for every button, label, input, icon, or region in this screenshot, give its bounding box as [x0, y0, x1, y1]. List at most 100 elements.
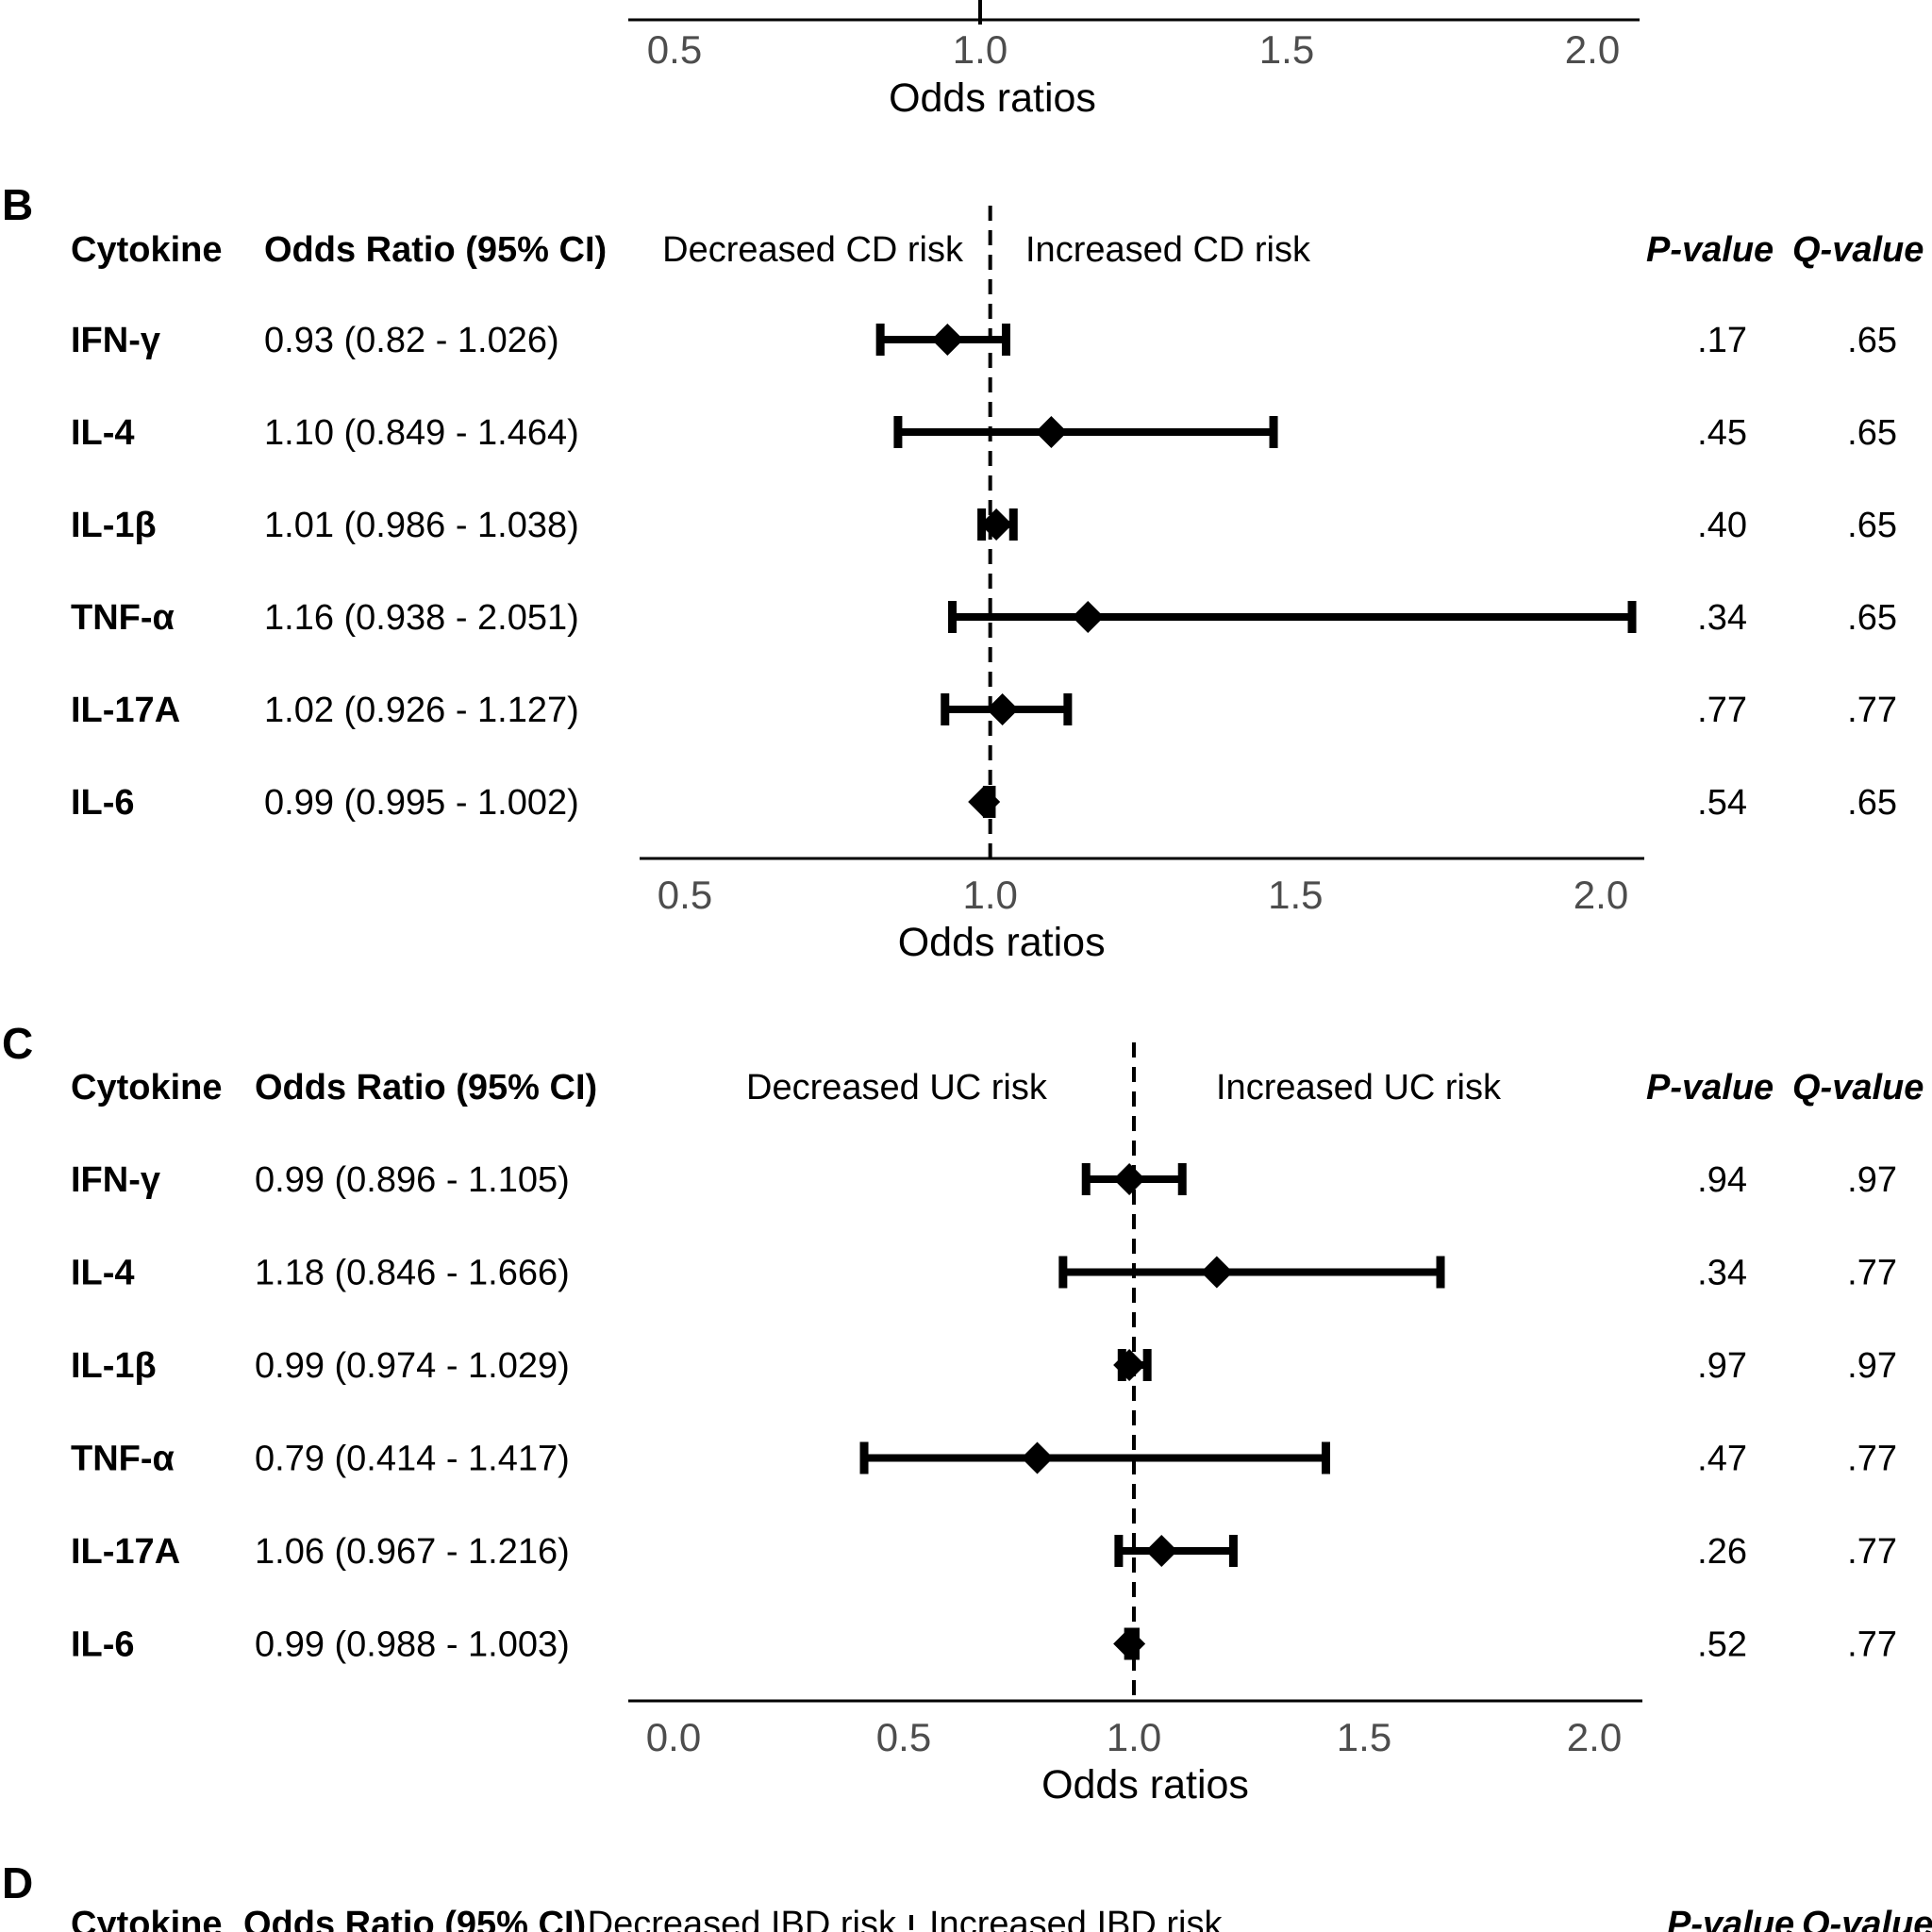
- panel-b-header-cytokine: Cytokine: [71, 230, 222, 270]
- panel-b-row-cytokine: TNF-α: [71, 598, 175, 638]
- panel-a-x-axis-label: Odds ratios: [889, 75, 1096, 121]
- panel-b-row-cytokine: IL-6: [71, 783, 135, 823]
- panel-d-letter: D: [2, 1858, 33, 1907]
- panel-b-row-cytokine: IL-4: [71, 413, 135, 453]
- panel-c-header-cytokine: Cytokine: [71, 1068, 222, 1108]
- panel-a-tick-label: 1.0: [953, 27, 1008, 72]
- panel-c-row-p-value: .26: [1697, 1532, 1747, 1572]
- panel-b-header-increased: Increased CD risk: [1025, 230, 1311, 270]
- panel-b-point-estimate: [986, 693, 1019, 725]
- panel-b-letter: B: [2, 180, 33, 229]
- panel-b-tick-label: 0.5: [658, 873, 712, 917]
- panel-b-header-odds-ratio: Odds Ratio (95% CI): [264, 230, 607, 270]
- panel-c-header-p-value: P-value: [1646, 1068, 1774, 1108]
- panel-b-marks: 0.5 1.0 1.5 2.0 Odds ratios: [640, 206, 1644, 965]
- panel-b-point-estimate: [1072, 601, 1105, 633]
- panel-c-row-cytokine: IFN-γ: [71, 1160, 160, 1200]
- panel-c-header-increased: Increased UC risk: [1216, 1068, 1502, 1108]
- panel-b-row-p-value: .77: [1697, 691, 1747, 730]
- panel-c-row-odds-ratio-text: 1.06 (0.967 - 1.216): [255, 1532, 570, 1572]
- panel-c-row-odds-ratio-text: 0.99 (0.974 - 1.029): [255, 1346, 570, 1386]
- panel-b-tick-label: 2.0: [1574, 873, 1628, 917]
- panel-b-tick-label: 1.0: [962, 873, 1017, 917]
- panel-b-row-p-value: .54: [1697, 783, 1747, 823]
- panel-b-row-q-value: .65: [1847, 321, 1897, 360]
- panel-b-tick-label: 1.5: [1268, 873, 1323, 917]
- panel-c-point-estimate: [1113, 1163, 1146, 1195]
- panel-b-row-cytokine: IFN-γ: [71, 321, 160, 360]
- panel-a-tick-label: 2.0: [1565, 27, 1620, 72]
- panel-d-header-p-value: P-value: [1667, 1905, 1794, 1932]
- panel-c-header-odds-ratio: Odds Ratio (95% CI): [255, 1068, 597, 1108]
- panel-c-row-p-value: .94: [1697, 1160, 1747, 1200]
- panel-c-tick-label: 1.0: [1107, 1715, 1161, 1759]
- panel-b-point-estimate: [980, 508, 1013, 541]
- panel-c-row-q-value: .77: [1847, 1532, 1897, 1572]
- panel-c-row-p-value: .52: [1697, 1625, 1747, 1665]
- panel-c-row-p-value: .97: [1697, 1346, 1747, 1386]
- panel-b-point-estimate: [968, 786, 1001, 818]
- panel-b-x-axis-label: Odds ratios: [898, 920, 1106, 965]
- panel-d-header-increased: Increased IBD risk: [929, 1905, 1223, 1932]
- panel-b-row-odds-ratio-text: 1.10 (0.849 - 1.464): [264, 413, 579, 453]
- panel-b-row-odds-ratio-text: 1.02 (0.926 - 1.127): [264, 691, 579, 730]
- panel-c-row-p-value: .34: [1697, 1254, 1747, 1293]
- panel-c-row-q-value: .77: [1847, 1625, 1897, 1665]
- panel-b-row-odds-ratio-text: 1.01 (0.986 - 1.038): [264, 506, 579, 545]
- panel-c-row-q-value: .77: [1847, 1440, 1897, 1479]
- panel-c-tick-label: 1.5: [1337, 1715, 1391, 1759]
- panel-c-row-cytokine: IL-6: [71, 1625, 135, 1665]
- panel-c-header-decreased: Decreased UC risk: [746, 1068, 1048, 1108]
- panel-d-header-q-value: Q-value: [1802, 1905, 1932, 1932]
- panel-b-row-odds-ratio-text: 0.93 (0.82 - 1.026): [264, 321, 559, 360]
- panel-c-row-odds-ratio-text: 0.79 (0.414 - 1.417): [255, 1440, 570, 1479]
- panel-c-row-q-value: .97: [1847, 1346, 1897, 1386]
- panel-c-point-estimate: [1021, 1441, 1054, 1474]
- panel-c-point-estimate: [1200, 1256, 1233, 1289]
- panel-a-axis: 0.5 1.0 1.5 2.0 Odds ratios: [628, 0, 1640, 121]
- panel-c-tick-label: 2.0: [1567, 1715, 1622, 1759]
- panel-b-row-cytokine: IL-1β: [71, 506, 157, 545]
- panel-c-row-cytokine: IL-1β: [71, 1346, 157, 1386]
- panel-b: B Cytokine Odds Ratio (95% CI) Decreased…: [2, 180, 1924, 965]
- panel-b-rows: IFN-γ 0.93 (0.82 - 1.026) .17 .65 IL-4 1.10 (…: [71, 321, 1897, 823]
- panel-d: D Cytokine Odds Ratio (95% CI) Decreased…: [2, 1858, 1932, 1932]
- panel-a-tick-label: 1.5: [1259, 27, 1314, 72]
- panel-a-tick-label: 0.5: [647, 27, 702, 72]
- panel-c-row-odds-ratio-text: 1.18 (0.846 - 1.666): [255, 1254, 570, 1293]
- panel-d-header-odds-ratio: Odds Ratio (95% CI): [243, 1905, 586, 1932]
- panel-d-header-decreased: Decreased IBD risk: [588, 1905, 897, 1932]
- panel-c-row-odds-ratio-text: 0.99 (0.988 - 1.003): [255, 1625, 570, 1665]
- panel-b-row-p-value: .17: [1697, 321, 1747, 360]
- panel-b-row-q-value: .77: [1847, 691, 1897, 730]
- panel-b-row-q-value: .65: [1847, 783, 1897, 823]
- panel-c-row-cytokine: IL-17A: [71, 1532, 180, 1572]
- panel-b-row-p-value: .34: [1697, 598, 1747, 638]
- panel-b-row-p-value: .45: [1697, 413, 1747, 453]
- panel-c-row-p-value: .47: [1697, 1440, 1747, 1479]
- panel-c-tick-label: 0.0: [646, 1715, 701, 1759]
- panel-c-point-estimate: [1113, 1627, 1146, 1660]
- panel-c-row-odds-ratio-text: 0.99 (0.896 - 1.105): [255, 1160, 570, 1200]
- panel-c-row-cytokine: TNF-α: [71, 1440, 175, 1479]
- panel-c-letter: C: [2, 1019, 33, 1068]
- panel-c-x-axis-label: Odds ratios: [1041, 1762, 1249, 1807]
- panel-b-row-odds-ratio-text: 0.99 (0.995 - 1.002): [264, 783, 579, 823]
- panel-c-point-estimate: [1145, 1535, 1178, 1567]
- panel-b-row-q-value: .65: [1847, 413, 1897, 453]
- panel-c: C Cytokine Odds Ratio (95% CI) Decreased…: [2, 1019, 1924, 1807]
- panel-d-header-cytokine: Cytokine: [71, 1905, 222, 1932]
- panel-b-header-p-value: P-value: [1646, 230, 1774, 270]
- panel-b-row-cytokine: IL-17A: [71, 691, 180, 730]
- panel-c-tick-label: 0.5: [876, 1715, 931, 1759]
- panel-c-row-q-value: .77: [1847, 1254, 1897, 1293]
- panel-b-point-estimate: [931, 324, 964, 356]
- panel-b-header-decreased: Decreased CD risk: [662, 230, 964, 270]
- panel-c-row-q-value: .97: [1847, 1160, 1897, 1200]
- panel-c-point-estimate: [1113, 1349, 1146, 1381]
- panel-c-header-q-value: Q-value: [1792, 1068, 1924, 1108]
- panel-c-marks: 0.0 0.5 1.0 1.5 2.0 Odds ratios: [628, 1042, 1642, 1807]
- panel-b-row-odds-ratio-text: 1.16 (0.938 - 2.051): [264, 598, 579, 638]
- panel-b-row-q-value: .65: [1847, 506, 1897, 545]
